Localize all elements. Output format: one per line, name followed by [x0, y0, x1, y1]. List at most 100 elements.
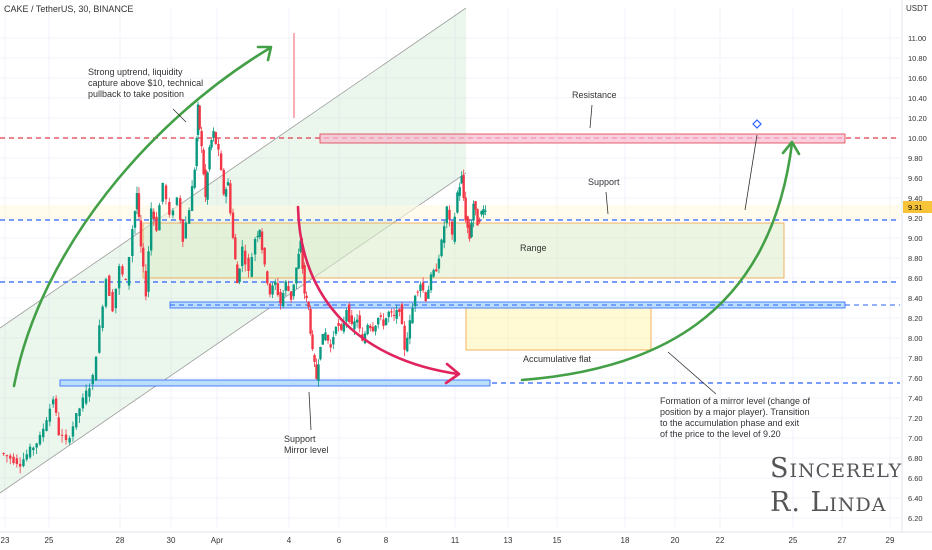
candle-body — [135, 193, 139, 210]
candle-body — [462, 175, 465, 198]
y-tick-label: 10.60 — [908, 74, 927, 83]
candle-body — [340, 324, 343, 330]
candle-body — [464, 197, 467, 221]
candle-body — [25, 454, 28, 460]
accumulative-box — [465, 307, 652, 351]
uptrend-arrow-head — [256, 45, 273, 62]
candle-body — [445, 206, 449, 224]
annotation-range: Range — [520, 243, 547, 253]
candle-body — [71, 426, 75, 437]
candle-body — [435, 269, 438, 272]
candle-body — [75, 413, 78, 428]
candle-body — [35, 443, 38, 448]
candle-body — [392, 314, 396, 316]
x-tick-label: 23 — [1, 536, 10, 545]
pullback-arrow — [296, 205, 460, 376]
candle-body — [411, 307, 414, 324]
candle-body — [229, 183, 232, 214]
candle-body — [78, 408, 81, 417]
candle-body — [206, 172, 209, 200]
candle-body — [149, 208, 153, 251]
candle-body — [382, 319, 385, 326]
candle-body — [350, 315, 353, 325]
candle-body — [210, 139, 213, 148]
candle-body — [377, 317, 380, 325]
candle-body — [419, 284, 422, 292]
candle-body — [279, 292, 282, 304]
candle-body — [326, 334, 330, 341]
y-tick-label: 8.80 — [908, 254, 923, 263]
candle-body — [448, 209, 451, 220]
candle-body — [324, 332, 327, 341]
y-tick-label: 10.40 — [908, 94, 927, 103]
candle-body — [271, 285, 274, 295]
candle-body — [427, 289, 430, 299]
candle-body — [482, 209, 485, 215]
candle-body — [187, 210, 191, 224]
candle-body — [84, 390, 88, 404]
candle-body — [345, 310, 348, 322]
candle-body — [313, 355, 316, 362]
candle-body — [133, 211, 137, 228]
candle-body — [284, 281, 287, 291]
candle-body — [88, 388, 91, 397]
x-tick-label: 4 — [287, 536, 292, 545]
y-tick-label: 6.40 — [908, 494, 923, 503]
candle-body — [440, 239, 443, 257]
candle-body — [289, 291, 293, 300]
candle-body — [347, 304, 351, 322]
candle-body — [15, 458, 19, 465]
candle-body — [260, 231, 264, 250]
annotation-support-mirror: Support Mirror level — [284, 434, 329, 455]
candle-body — [395, 310, 398, 319]
pointer-uptrend — [172, 108, 187, 123]
candle-body — [168, 202, 171, 215]
candle-body — [2, 453, 5, 455]
candle-body — [117, 266, 121, 289]
candle-body — [42, 428, 45, 438]
candle-body — [196, 104, 200, 135]
candle-body — [468, 224, 471, 239]
candle-body — [476, 209, 479, 226]
current-price-tag — [903, 201, 932, 213]
candle-body — [234, 237, 237, 260]
y-tick-label: 7.20 — [908, 414, 923, 423]
candle-body — [127, 257, 131, 286]
candle-body — [332, 337, 335, 345]
candle-body — [22, 459, 25, 467]
candle-body — [374, 325, 377, 332]
candle-body — [460, 176, 463, 184]
candle-body — [303, 265, 306, 294]
candle-body — [266, 271, 269, 284]
candle-body — [200, 130, 203, 147]
range-box — [142, 222, 785, 279]
candle-body — [416, 291, 419, 293]
candle-body — [217, 143, 220, 150]
candle-body — [472, 203, 475, 221]
candle-body — [108, 275, 111, 296]
candle-body — [384, 318, 388, 326]
y-tick-label: 10.80 — [908, 54, 927, 63]
x-tick-label: 25 — [789, 536, 798, 545]
candle-body — [164, 185, 168, 200]
candle-body — [274, 281, 277, 285]
candle-body — [437, 258, 441, 269]
x-tick-label: 15 — [553, 536, 562, 545]
x-tick-label: 13 — [504, 536, 513, 545]
candle-body — [450, 221, 454, 235]
x-tick-label: Apr — [211, 536, 224, 545]
candle-body — [137, 193, 141, 217]
candle-body — [208, 147, 211, 170]
channel-upper-line — [0, 7, 467, 329]
candle-body — [64, 434, 68, 441]
candle-body — [480, 210, 483, 215]
candle-body — [9, 455, 12, 459]
candle-body — [179, 198, 182, 220]
candle-body — [403, 325, 406, 350]
x-tick-label: 6 — [337, 536, 342, 545]
candle-body — [60, 434, 64, 436]
candle-body — [329, 344, 332, 348]
candle-body — [124, 278, 127, 280]
pointer-mirror — [308, 391, 312, 431]
